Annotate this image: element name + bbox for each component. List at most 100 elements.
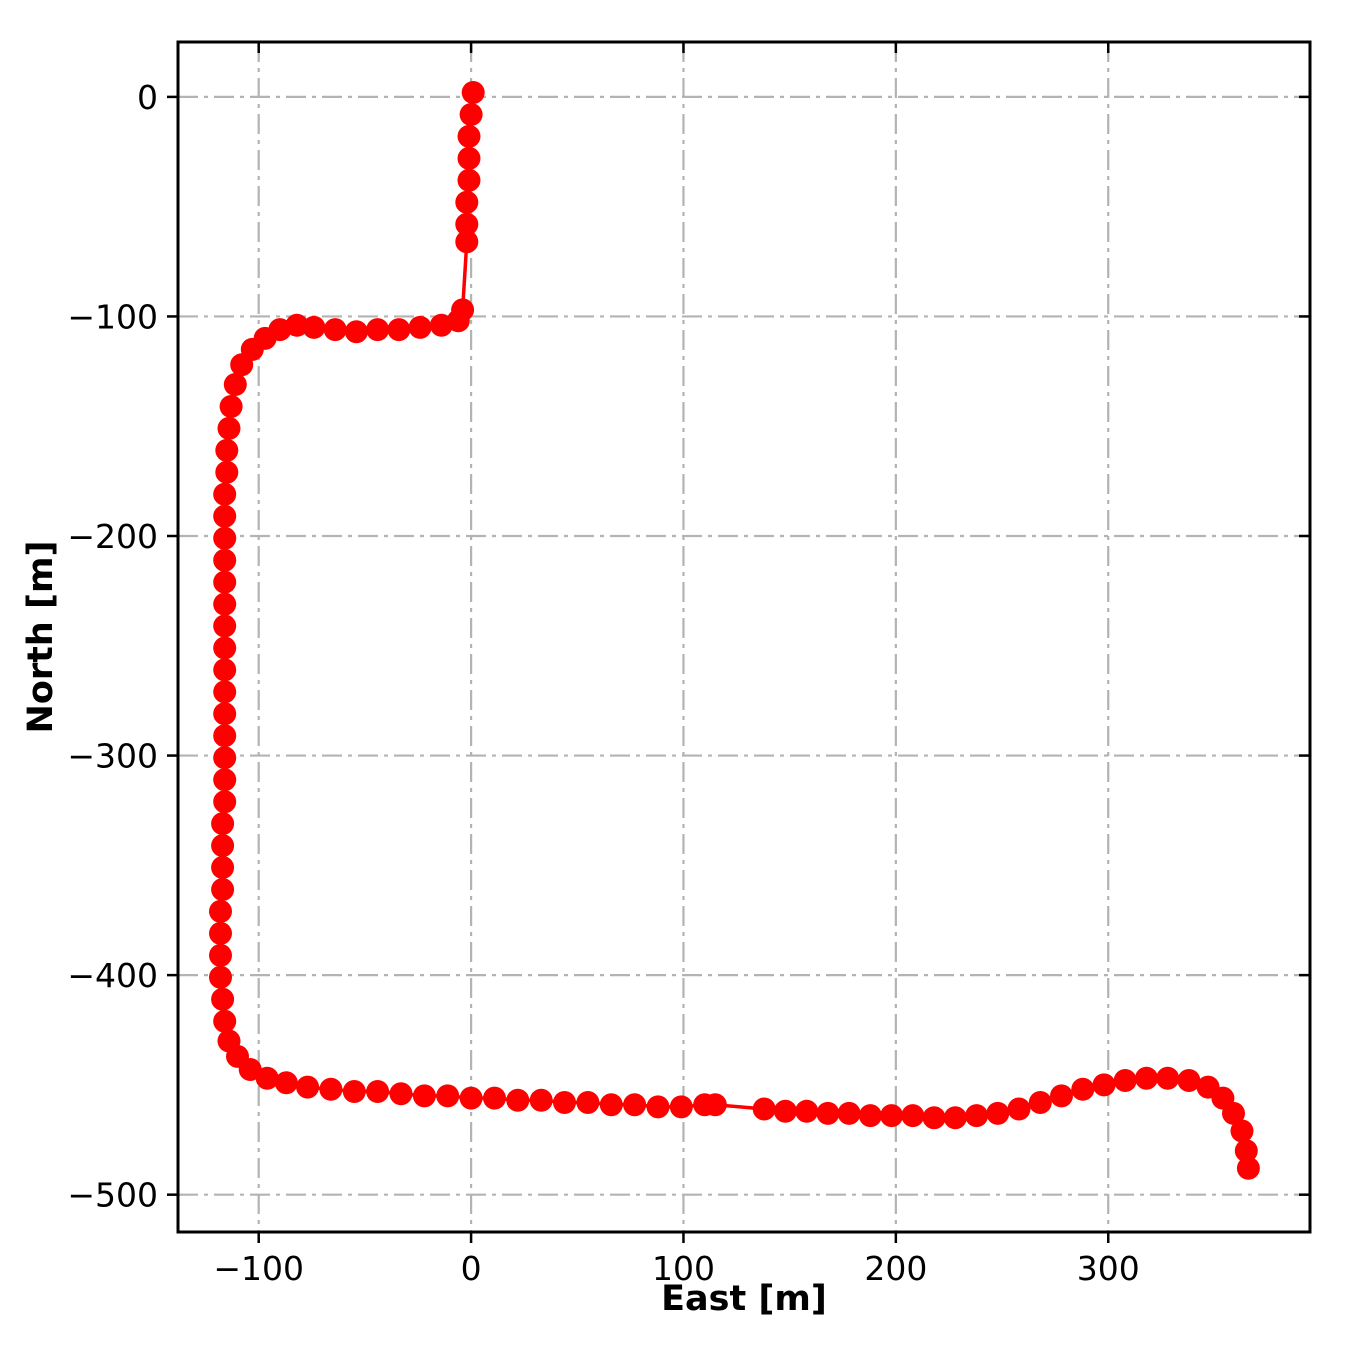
data-point-marker	[1050, 1084, 1073, 1108]
x-axis-label: East [m]	[661, 1279, 827, 1319]
data-point-marker	[213, 592, 237, 616]
data-point-marker	[211, 812, 235, 836]
data-point-marker	[213, 482, 237, 506]
data-point-marker	[455, 190, 479, 214]
data-point-marker	[209, 943, 232, 967]
data-point-marker	[213, 724, 237, 748]
data-point-marker	[219, 395, 243, 418]
data-point-marker	[553, 1091, 576, 1114]
data-point-marker	[1177, 1069, 1201, 1092]
data-point-marker	[366, 318, 390, 342]
data-point-marker	[213, 614, 237, 638]
data-point-marker	[238, 1058, 262, 1081]
data-point-marker	[901, 1104, 925, 1128]
data-point-marker	[213, 680, 237, 704]
data-point-marker	[323, 318, 347, 342]
data-point-marker	[213, 504, 237, 528]
data-point-marker	[461, 81, 485, 104]
data-point-marker	[986, 1101, 1010, 1125]
x-tick-label: 0	[461, 1249, 482, 1288]
data-point-marker	[965, 1104, 989, 1128]
data-point-marker	[436, 1084, 460, 1108]
data-point-marker	[213, 702, 237, 726]
trajectory-line	[218, 90, 1251, 1171]
data-point-marker	[319, 1077, 343, 1101]
data-point-marker	[213, 658, 237, 682]
data-point-marker	[752, 1097, 776, 1121]
y-tick-label: −500	[67, 1176, 158, 1215]
data-point-marker	[1135, 1066, 1158, 1090]
data-point-marker	[209, 965, 232, 989]
data-point-marker	[213, 746, 237, 770]
data-point-marker	[459, 1086, 483, 1110]
data-point-marker	[1092, 1073, 1116, 1097]
data-point-marker	[274, 1071, 298, 1095]
y-tick-label: −100	[67, 297, 158, 336]
data-point-marker	[213, 526, 237, 550]
data-point-marker	[209, 921, 232, 945]
data-point-marker	[1230, 1119, 1254, 1143]
data-point-marker	[255, 1066, 279, 1090]
x-tick-label: 300	[1077, 1249, 1140, 1288]
y-tick-label: −300	[67, 737, 158, 776]
tick-layer	[167, 42, 1310, 1243]
tick-label-layer: −100 0 100 200 300 0 −100 −200 −300 −400 −500	[67, 78, 1139, 1288]
x-tick-label: 200	[864, 1249, 927, 1288]
y-tick-label: −200	[67, 517, 158, 556]
x-tick-label: −100	[213, 1249, 304, 1288]
y-axis-label: North [m]	[21, 541, 61, 734]
data-point-marker	[795, 1099, 819, 1123]
data-point-marker	[215, 438, 239, 462]
trajectory-series	[209, 81, 1260, 1180]
data-point-marker	[1028, 1091, 1052, 1114]
x-tick-label: 100	[652, 1249, 715, 1288]
data-point-marker	[412, 1084, 436, 1108]
data-point-marker	[646, 1095, 670, 1119]
data-point-marker	[223, 373, 247, 396]
plot-frame	[176, 40, 1312, 1234]
data-point-marker	[858, 1104, 882, 1128]
data-point-marker	[387, 318, 411, 342]
data-point-marker	[922, 1106, 946, 1130]
data-point-marker	[213, 570, 237, 594]
data-point-marker	[816, 1101, 840, 1125]
data-point-marker	[506, 1088, 530, 1112]
data-point-marker	[230, 353, 254, 377]
data-point-marker	[211, 987, 235, 1011]
data-point-marker	[1236, 1156, 1260, 1180]
y-tick-label: 0	[137, 78, 158, 117]
data-point-marker	[217, 416, 241, 440]
data-point-marker	[837, 1101, 861, 1125]
data-point-marker	[342, 1080, 366, 1103]
data-point-marker	[1156, 1066, 1180, 1090]
data-point-marker	[211, 856, 235, 879]
data-point-marker	[529, 1088, 553, 1112]
data-point-marker	[213, 768, 237, 792]
grid-layer	[178, 42, 1310, 1232]
data-point-marker	[459, 103, 483, 126]
data-point-marker	[457, 168, 481, 192]
data-point-marker	[1222, 1101, 1245, 1125]
data-point-marker	[1071, 1077, 1095, 1101]
data-point-marker	[296, 1075, 320, 1099]
data-point-marker	[599, 1093, 623, 1117]
y-tick-label: −400	[67, 956, 158, 995]
data-point-marker	[576, 1091, 600, 1114]
data-point-marker	[213, 636, 237, 660]
data-point-marker	[1007, 1097, 1031, 1121]
data-point-marker	[483, 1086, 506, 1110]
data-point-marker	[457, 124, 481, 148]
data-point-marker	[1234, 1139, 1258, 1163]
data-point-marker	[213, 1009, 237, 1033]
data-point-marker	[943, 1106, 967, 1130]
data-point-marker	[389, 1082, 413, 1106]
data-point-marker	[669, 1095, 693, 1119]
data-point-marker	[408, 315, 432, 339]
data-point-marker	[211, 834, 235, 858]
data-point-marker	[455, 212, 479, 236]
data-point-marker	[455, 230, 479, 254]
data-point-marker	[366, 1080, 390, 1103]
data-point-marker	[302, 315, 326, 339]
